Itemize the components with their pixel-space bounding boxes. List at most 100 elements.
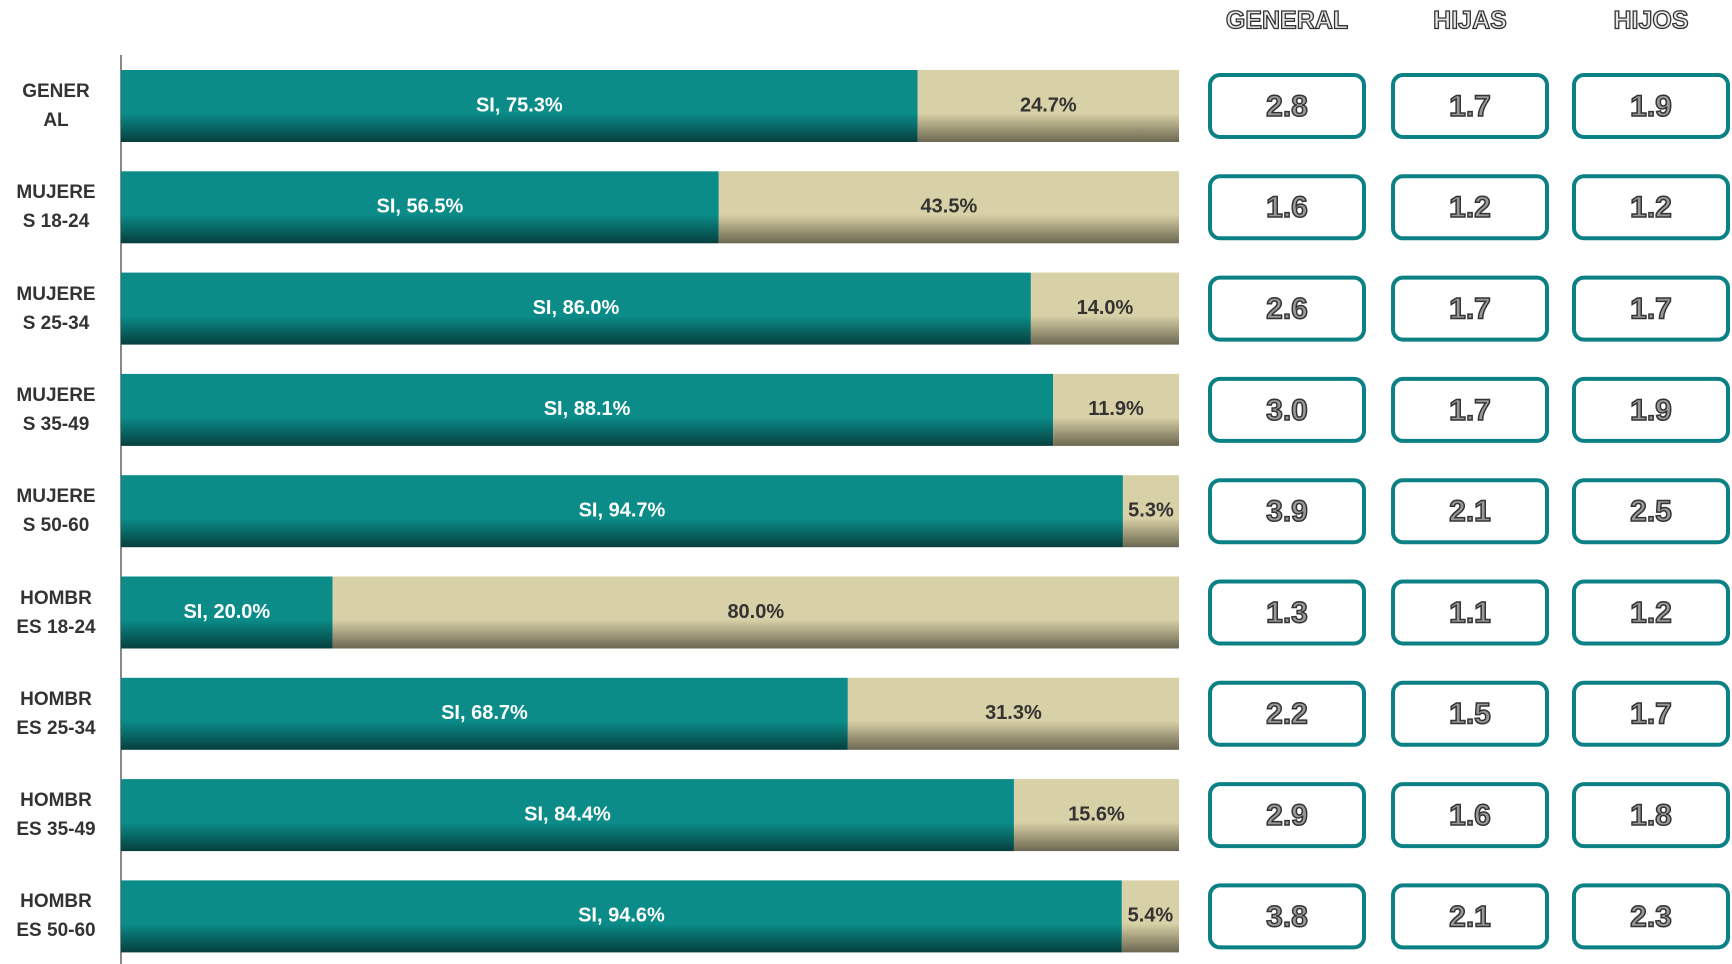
value-label: SI, 88.1% (544, 398, 631, 420)
bar-segment (121, 272, 1031, 345)
value-box (1572, 782, 1730, 849)
value-box (1391, 478, 1549, 545)
value-label: 43.5% (921, 196, 978, 218)
value-box (1208, 73, 1366, 139)
value-label: 5.3% (1128, 499, 1174, 521)
value-box (1391, 275, 1549, 342)
bar-segment (332, 576, 1180, 649)
value-label: 24.7% (1020, 94, 1077, 116)
table-cell: 2.3 (1630, 900, 1672, 933)
value-label: 31.3% (985, 702, 1042, 724)
bar-segment (1121, 880, 1179, 953)
bar-segment (121, 171, 719, 244)
bar-segment (1013, 779, 1179, 852)
value-box (1208, 174, 1366, 241)
value-box (1391, 782, 1549, 849)
table-cell: 1.1 (1449, 596, 1491, 629)
value-box (1572, 376, 1730, 443)
value-box (1391, 174, 1549, 241)
category-label: HOMBRES 25-34 (16, 688, 96, 739)
value-box (1572, 73, 1730, 139)
value-box (1572, 478, 1730, 545)
category-label: HOMBRES 50-60 (16, 891, 96, 942)
table-cell: 2.6 (1266, 293, 1308, 326)
value-label: SI, 94.7% (579, 499, 666, 521)
value-box (1572, 174, 1730, 241)
table-cell: 1.7 (1449, 90, 1491, 123)
table-cell: 3.9 (1266, 495, 1308, 528)
category-label: MUJERES 35-49 (16, 384, 96, 435)
bar-segment (917, 70, 1179, 142)
value-label: SI, 84.4% (524, 803, 611, 825)
bar-segment (121, 70, 918, 142)
table-cell: 2.9 (1266, 799, 1308, 832)
category-label: MUJERES 50-60 (16, 486, 96, 537)
table-cell: 1.3 (1266, 596, 1308, 629)
value-box (1208, 275, 1366, 342)
table-cell: 3.0 (1266, 394, 1308, 427)
value-box (1208, 376, 1366, 443)
table-cell: 1.9 (1630, 394, 1672, 427)
value-label: 80.0% (727, 601, 784, 623)
table-cell: 1.7 (1449, 394, 1491, 427)
column-header: HIJAS (1433, 7, 1507, 35)
table-cell: 2.1 (1449, 900, 1491, 933)
value-box (1391, 73, 1549, 139)
value-label: SI, 56.5% (377, 196, 464, 218)
table-cell: 1.7 (1449, 293, 1491, 326)
table-cell: 1.2 (1630, 596, 1672, 629)
value-label: SI, 68.7% (441, 702, 528, 724)
table-cell: 1.7 (1630, 293, 1672, 326)
value-label: 15.6% (1068, 803, 1125, 825)
value-box (1572, 883, 1730, 950)
table-cell: 1.7 (1630, 698, 1672, 731)
value-box (1208, 579, 1366, 646)
category-label: HOMBRES 18-24 (16, 587, 96, 638)
bar-segment (121, 373, 1054, 446)
table-cell: 1.6 (1449, 799, 1491, 832)
table-cell: 2.1 (1449, 495, 1491, 528)
value-box (1391, 680, 1549, 747)
value-label: 11.9% (1088, 398, 1144, 420)
value-label: SI, 75.3% (476, 94, 563, 116)
table-cell: 2.5 (1630, 495, 1672, 528)
value-label: SI, 20.0% (183, 601, 270, 623)
value-box (1391, 579, 1549, 646)
value-box (1208, 478, 1366, 545)
category-label: GENERAL (22, 81, 90, 131)
table-cell: 2.2 (1266, 698, 1308, 731)
column-header: HIJOS (1613, 7, 1688, 35)
value-label: SI, 86.0% (533, 297, 620, 319)
bar-segment (121, 475, 1123, 548)
bar-segment (1053, 373, 1179, 446)
column-header: GENERAL (1226, 7, 1348, 35)
table-cell: 1.2 (1630, 191, 1672, 224)
value-box (1572, 680, 1730, 747)
table-cell: 1.6 (1266, 191, 1308, 224)
table-cell: 3.8 (1266, 900, 1308, 933)
value-box (1572, 275, 1730, 342)
category-label: HOMBRES 35-49 (16, 790, 96, 841)
category-label: MUJERES 25-34 (16, 283, 96, 334)
bar-segment (718, 171, 1179, 244)
category-label: MUJERES 18-24 (16, 182, 96, 233)
table-cell: 1.5 (1449, 698, 1491, 731)
value-box (1208, 680, 1366, 747)
bar-segment (121, 779, 1014, 852)
value-label: 14.0% (1077, 297, 1134, 319)
bar-segment (1122, 475, 1179, 548)
bar-segment (1030, 272, 1179, 345)
bar-segment (847, 677, 1179, 750)
value-label: 5.4% (1128, 905, 1174, 927)
value-box (1208, 883, 1366, 950)
value-box (1391, 376, 1549, 443)
table-cell: 2.8 (1266, 90, 1308, 123)
bar-segment (121, 576, 333, 649)
table-cell: 1.9 (1630, 90, 1672, 123)
table-cell: 1.8 (1630, 799, 1672, 832)
table-cell: 1.2 (1449, 191, 1491, 224)
value-box (1391, 883, 1549, 950)
bar-segment (121, 880, 1122, 953)
